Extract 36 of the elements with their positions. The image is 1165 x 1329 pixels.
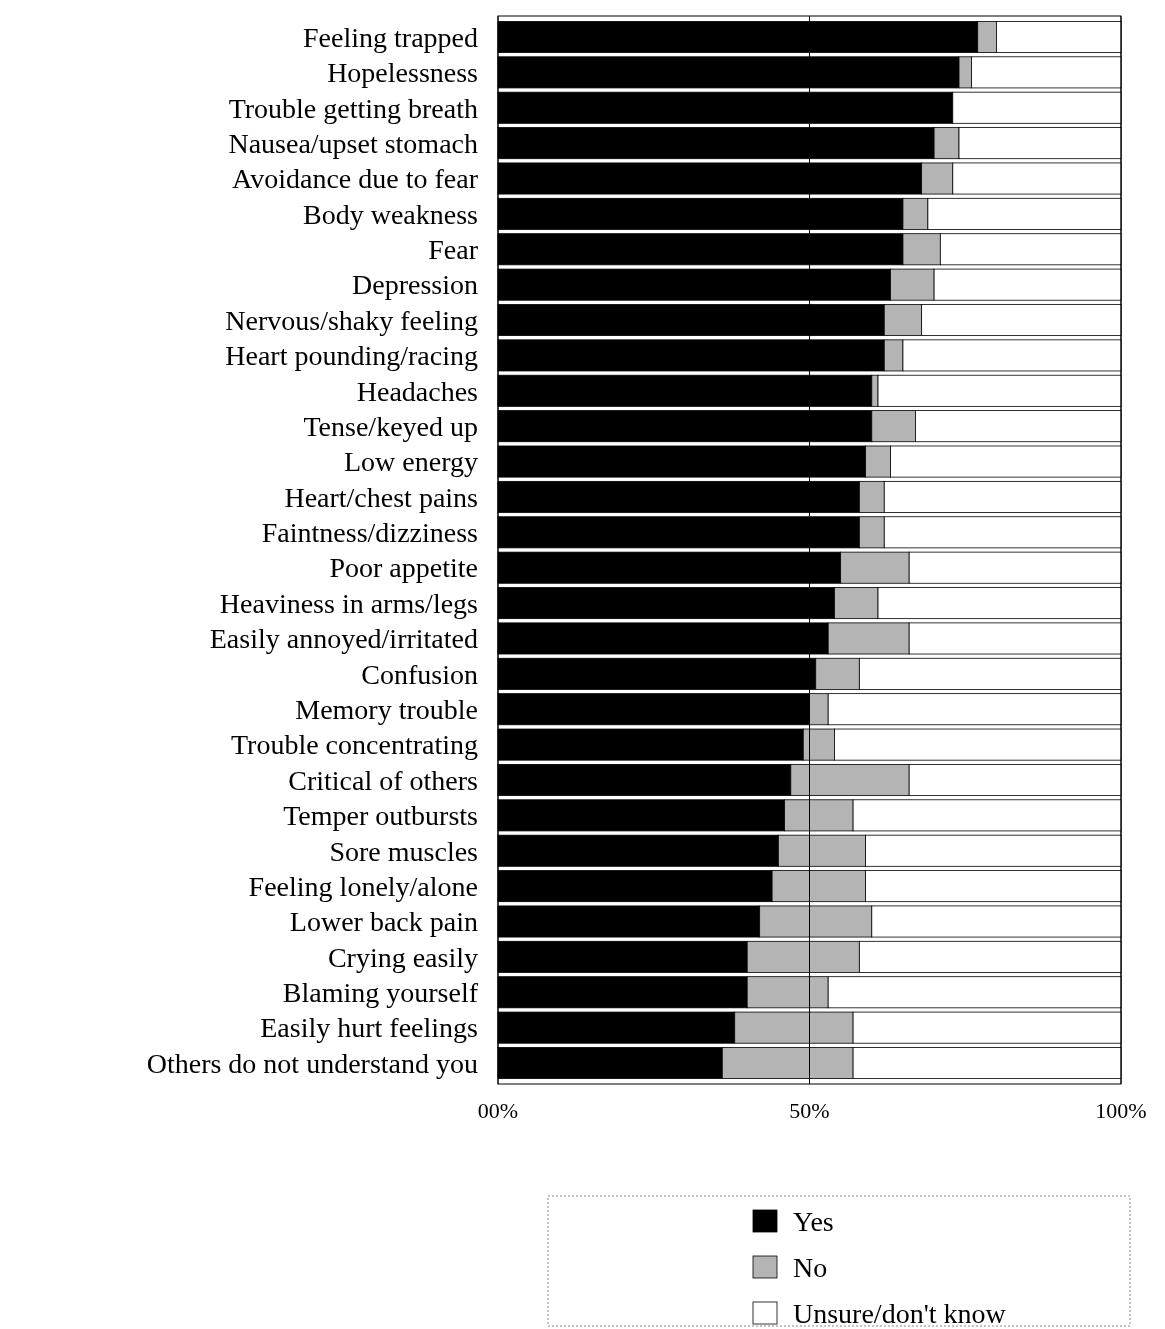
y-tick-label: Easily hurt feelings xyxy=(260,1012,478,1044)
y-tick-label: Feeling lonely/alone xyxy=(248,870,478,902)
y-tick-label: Critical of others xyxy=(288,764,478,796)
y-tick-label: Faintness/dizziness xyxy=(261,517,478,549)
y-tick-label: Poor appetite xyxy=(329,552,478,584)
y-tick-label: Sore muscles xyxy=(329,835,478,867)
y-tick-label: Low energy xyxy=(344,446,478,478)
y-tick-label: Hopelessness xyxy=(327,57,478,89)
legend-label: Unsure/don't know xyxy=(793,1297,1007,1329)
y-tick-label: Feeling trapped xyxy=(303,21,478,53)
y-tick-label: Crying easily xyxy=(327,941,478,973)
y-tick-label: Trouble getting breath xyxy=(228,92,478,124)
y-tick-label: Others do not understand you xyxy=(146,1047,478,1079)
y-tick-label: Tense/keyed up xyxy=(303,410,478,442)
y-tick-label: Nausea/upset stomach xyxy=(228,127,478,159)
y-tick-label: Temper outbursts xyxy=(283,800,478,832)
y-tick-label: Avoidance due to fear xyxy=(232,163,479,195)
y-tick-label: Nervous/shaky feeling xyxy=(225,304,478,336)
x-tick-label: 50% xyxy=(789,1098,830,1123)
y-tick-label: Heaviness in arms/legs xyxy=(219,587,478,619)
y-tick-label: Confusion xyxy=(361,658,478,690)
y-tick-label: Heart/chest pains xyxy=(284,481,478,513)
y-tick-label: Blaming yourself xyxy=(282,977,479,1009)
y-tick-label: Depression xyxy=(352,269,478,301)
y-tick-label: Trouble concentrating xyxy=(230,729,478,761)
x-tick-label: 100% xyxy=(1095,1098,1147,1123)
y-tick-label: Easily annoyed/irritated xyxy=(209,623,478,655)
y-tick-label: Body weakness xyxy=(303,198,478,230)
y-tick-label: Fear xyxy=(428,234,479,266)
y-tick-label: Heart pounding/racing xyxy=(225,340,478,372)
y-tick-label: Lower back pain xyxy=(289,906,478,938)
y-tick-label: Memory trouble xyxy=(295,694,478,726)
x-tick-label: 00% xyxy=(477,1098,519,1123)
legend-label: No xyxy=(793,1251,828,1283)
y-tick-label: Headaches xyxy=(356,375,478,407)
legend-label: Yes xyxy=(793,1205,834,1237)
